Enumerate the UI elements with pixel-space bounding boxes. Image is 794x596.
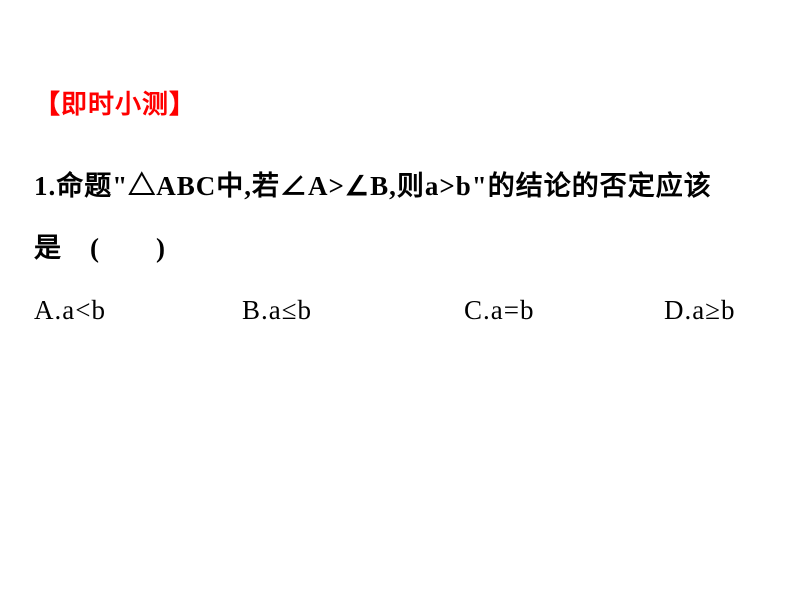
option-d: D.a≥b [664, 279, 736, 341]
option-a: A.a<b [34, 279, 242, 341]
slide-page: 【即时小测】 1.命题"△ABC中,若∠A>∠B,则a>b"的结论的否定应该 是… [0, 0, 794, 596]
question-line-2: 是 ( ) [34, 217, 760, 279]
section-heading: 【即时小测】 [34, 84, 760, 121]
question-line-1: 1.命题"△ABC中,若∠A>∠B,则a>b"的结论的否定应该 [34, 155, 760, 217]
option-c: C.a=b [464, 279, 664, 341]
option-b: B.a≤b [242, 279, 464, 341]
options-row: A.a<b B.a≤b C.a=b D.a≥b [34, 279, 760, 341]
question-block: 1.命题"△ABC中,若∠A>∠B,则a>b"的结论的否定应该 是 ( ) [34, 155, 760, 279]
